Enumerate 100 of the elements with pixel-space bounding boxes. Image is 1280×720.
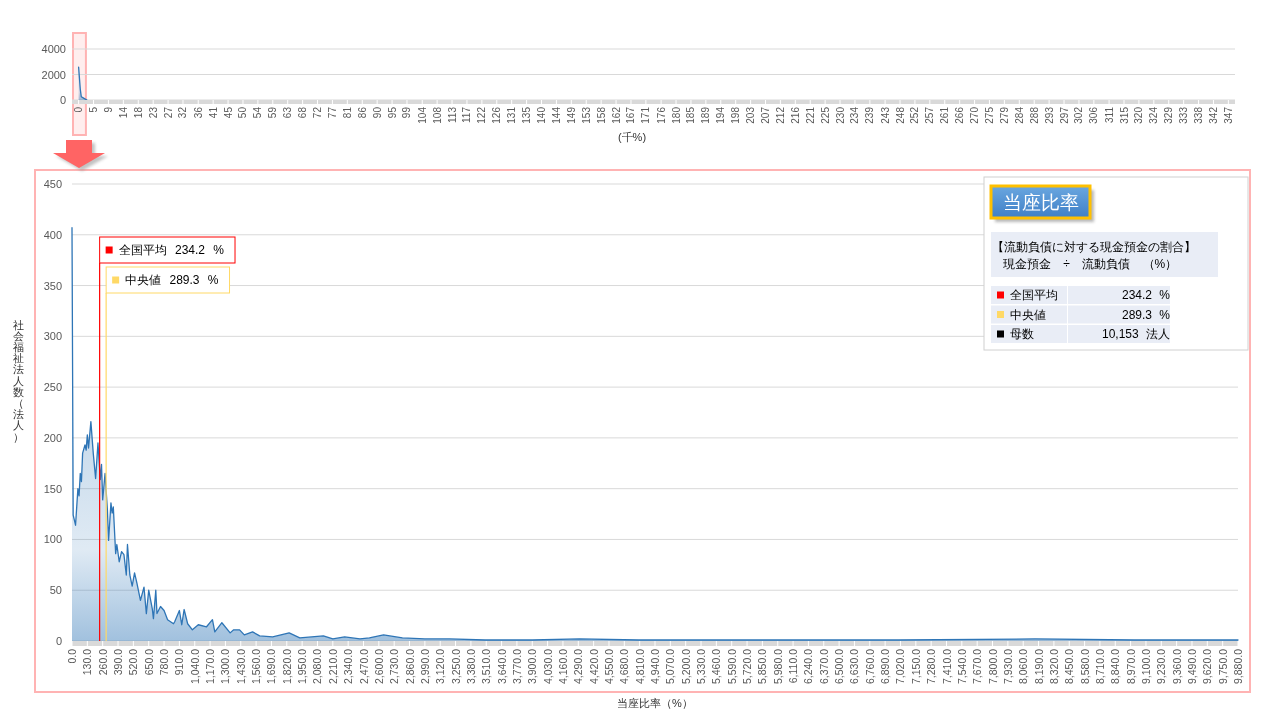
x-tick-label: 302: [1073, 106, 1085, 124]
x-tick-label: 207: [759, 106, 771, 124]
x-tick-label: 9,490.0: [1185, 648, 1198, 685]
x-tick-label: 144: [550, 106, 562, 124]
x-tick-label: 311: [1103, 106, 1115, 123]
x-tick-label: 171: [640, 106, 652, 124]
x-tick-label: 216: [789, 106, 801, 124]
x-tick-label: 5,460.0: [710, 648, 723, 685]
annotation: 234.2 %: [1121, 288, 1171, 302]
y-tick-label: 150: [43, 482, 62, 495]
x-tick-label: 8,710.0: [1093, 648, 1106, 685]
x-tick-label: 50: [237, 106, 249, 119]
x-tick-label: 6,110.0: [787, 648, 800, 684]
x-tick-label: 234: [849, 106, 861, 124]
x-tick-label: 5,850.0: [756, 648, 769, 685]
x-tick-label: 7,930.0: [1001, 648, 1014, 685]
x-tick-label: 8,060.0: [1017, 648, 1030, 685]
x-tick-label: 221: [804, 106, 816, 124]
x-tick-label: 1,950.0: [296, 648, 309, 685]
y-tick-label: 50: [49, 584, 62, 597]
x-tick-label: 1,430.0: [234, 648, 247, 685]
annotation: 289.3 %: [1121, 307, 1171, 322]
x-tick-label: 257: [924, 106, 936, 124]
x-tick-label: 520.0: [127, 648, 140, 676]
x-tick-label: 338: [1193, 106, 1205, 124]
x-tick-label: 225: [819, 106, 831, 124]
x-tick-label: 6,630.0: [848, 648, 861, 685]
x-tick-label: 4,680.0: [618, 648, 631, 685]
x-tick-label: 167: [625, 106, 637, 124]
x-tick-label: 4,550.0: [602, 648, 615, 685]
x-tick-label: 180: [670, 106, 682, 124]
x-tick-label: 261: [939, 106, 951, 124]
x-tick-label: 3,640.0: [495, 648, 508, 685]
x-tick-label: 6,890.0: [879, 648, 892, 685]
x-tick-label: 243: [879, 106, 891, 124]
x-tick-label: 6,240.0: [802, 648, 815, 685]
x-tick-label: 117: [461, 106, 473, 123]
x-tick-label: 5,720.0: [741, 648, 754, 685]
y-tick-label: 0: [55, 635, 62, 647]
x-tick-label: 2,210.0: [326, 648, 339, 685]
x-tick-label: 113: [446, 106, 458, 123]
x-tick-label: 6,500.0: [833, 648, 846, 685]
x-tick-label: 68: [297, 106, 309, 119]
x-tick-label: 4,290.0: [572, 648, 585, 685]
x-tick-label: 260.0: [96, 648, 109, 676]
x-tick-label: 1,820.0: [280, 648, 293, 685]
x-tick-label: 9: [102, 106, 114, 113]
x-tick-label: 252: [909, 106, 921, 124]
x-tick-label: 288: [1028, 106, 1040, 124]
y-tick-label: 250: [43, 381, 62, 394]
x-tick-label: 194: [715, 106, 727, 124]
x-tick-label: 279: [998, 106, 1010, 124]
x-tick-label: 212: [774, 106, 786, 124]
x-tick-label: 5,330.0: [695, 648, 708, 685]
x-tick-label: 7,540.0: [955, 648, 968, 685]
legend-label: 中央値 289.3 %: [125, 273, 219, 287]
x-tick-label: 108: [431, 106, 443, 124]
x-tick-label: 2,730.0: [388, 648, 401, 685]
x-tick-label: 3,900.0: [526, 648, 539, 685]
x-tick-label: 239: [864, 106, 876, 124]
x-tick-label: 41: [207, 106, 219, 119]
x-tick-label: 122: [476, 106, 488, 124]
x-tick-label: 3,380.0: [464, 648, 477, 685]
x-tick-label: 7,410.0: [940, 648, 953, 685]
x-tick-label: 32: [177, 106, 189, 119]
y-tick-label: 300: [43, 330, 62, 343]
x-tick-label: 0.0: [66, 648, 78, 664]
x-tick-label: 104: [416, 106, 428, 124]
x-tick-label: 153: [580, 106, 592, 124]
y-tick-label: 400: [43, 228, 62, 241]
x-tick-label: 333: [1178, 106, 1190, 124]
legend-label: 全国平均 234.2 %: [118, 243, 224, 257]
x-tick-label: 293: [1043, 106, 1055, 124]
x-tick-label: 284: [1013, 106, 1025, 124]
x-tick-label: 7,280.0: [925, 648, 938, 685]
x-axis-title: (千%): [617, 131, 647, 143]
x-tick-label: 131: [506, 106, 518, 124]
x-tick-label: 77: [326, 106, 338, 119]
y-tick-label: 100: [43, 533, 62, 546]
x-tick-label: 3,120.0: [434, 648, 447, 685]
y-tick-label: 200: [43, 431, 62, 444]
x-tick-label: 7,020.0: [894, 648, 907, 685]
x-tick-label: 4,160.0: [556, 648, 569, 685]
x-tick-label: 0: [73, 106, 85, 113]
x-tick-label: 4,940.0: [649, 648, 661, 685]
x-tick-label: 99: [401, 106, 413, 119]
x-tick-label: 780.0: [158, 648, 171, 676]
x-tick-label: 1,690.0: [265, 648, 278, 685]
x-tick-label: 176: [655, 106, 667, 124]
x-tick-label: 342: [1207, 106, 1219, 124]
x-tick-label: 9,360.0: [1170, 648, 1183, 685]
x-tick-label: 4,810.0: [633, 648, 646, 685]
x-tick-label: 9,880.0: [1232, 648, 1244, 685]
x-tick-label: 3,510.0: [480, 648, 493, 685]
x-tick-label: 203: [745, 106, 757, 124]
x-tick-label: 8,320.0: [1047, 648, 1060, 685]
x-tick-label: 72: [312, 106, 324, 119]
x-tick-label: 126: [491, 106, 503, 124]
x-tick-label: 45: [222, 106, 234, 119]
y-tick-label: 2000: [41, 68, 66, 81]
